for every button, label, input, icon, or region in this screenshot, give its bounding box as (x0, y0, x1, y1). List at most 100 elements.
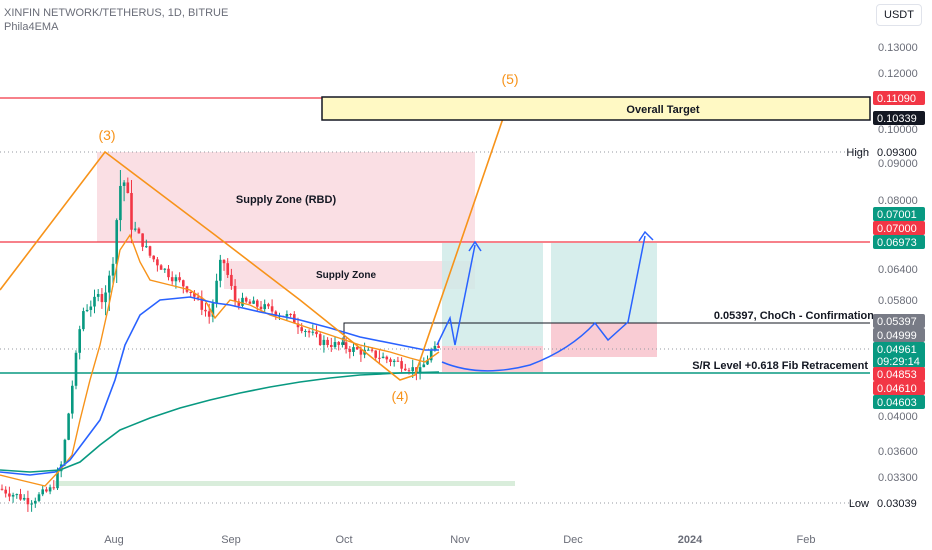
candle-body (344, 342, 348, 350)
price-badge (873, 221, 925, 235)
price-tick-label: 0.08000 (878, 195, 918, 207)
price-badge-value: 0.04999 (877, 330, 917, 342)
projection-arrow-1 (436, 244, 476, 346)
candle-body (137, 228, 141, 234)
supply-zone-label: Supply Zone (316, 270, 376, 281)
candle-body (348, 349, 352, 352)
candle-body (82, 311, 85, 330)
candle-body (433, 345, 437, 351)
candle-body (156, 259, 159, 266)
candle-body (115, 220, 118, 264)
candle-body (26, 497, 30, 505)
choch-label: 0.05397, ChoCh - Confirmation (714, 310, 874, 322)
candle-body (141, 233, 144, 247)
candle-body (337, 342, 340, 345)
candle-body (330, 345, 333, 348)
candle-body (241, 297, 244, 306)
time-tick-label: Feb (797, 534, 816, 546)
candle-body (259, 306, 263, 310)
candle-body (389, 359, 392, 362)
currency-button[interactable]: USDT (876, 4, 922, 26)
candle-body (63, 439, 67, 465)
candle-body (289, 313, 292, 315)
wave-3-label: (3) (98, 127, 115, 143)
candle-body (315, 331, 318, 335)
candle-body (85, 309, 89, 312)
candle-body (263, 304, 266, 310)
candle-body (226, 263, 229, 275)
candle-body (34, 500, 37, 504)
ema-blue-line (0, 296, 439, 476)
candle-body (100, 294, 104, 303)
price-badge-value: 0.03039 (877, 498, 917, 510)
candle-body (200, 297, 204, 310)
price-badge (873, 111, 925, 125)
price-badge (873, 395, 925, 409)
candle-body (196, 296, 200, 298)
projection-arrowhead-2 (638, 230, 654, 242)
ema-green-line (0, 371, 440, 473)
price-badge-value: 0.09300 (877, 147, 917, 159)
candle-body (89, 306, 93, 310)
supply-zone-rbd-box (97, 152, 475, 242)
candle-body (174, 277, 178, 282)
candle-body (126, 182, 130, 194)
price-badge (873, 145, 925, 159)
symbol-title: XINFIN NETWORK/TETHERUS, 1D, BITRUE (4, 7, 229, 19)
price-badge (873, 328, 925, 342)
candle-body (74, 352, 78, 386)
candle-body (267, 304, 270, 307)
price-badge-value: 0.07001 (877, 209, 917, 221)
candle-body (426, 360, 429, 365)
candle-body (67, 413, 70, 440)
candle-body (8, 493, 11, 497)
candle-body (11, 494, 15, 497)
candle-body (130, 193, 133, 230)
candle-body (211, 303, 215, 317)
price-badge (873, 367, 925, 381)
candle-body (429, 350, 433, 361)
choch-line (343, 322, 870, 345)
candle-body (19, 494, 22, 500)
candle-body (374, 350, 377, 358)
candle-body (404, 368, 407, 371)
candle-body (207, 311, 211, 317)
price-badge-countdown: 09:29:14 (877, 356, 920, 368)
price-badge (873, 381, 925, 395)
price-badge-value: 0.06973 (877, 237, 917, 249)
projection-arrow-2 (441, 235, 646, 372)
price-badge (873, 342, 925, 368)
price-tick-label: 0.13000 (878, 42, 918, 54)
wave-4-label: (4) (391, 388, 408, 404)
candle-body (56, 471, 59, 489)
candle-body (93, 296, 96, 307)
price-badge-value: 0.07000 (877, 223, 917, 235)
candle-body (71, 385, 74, 414)
price-tick-label: 0.10000 (878, 124, 918, 136)
wave-5-label: (5) (501, 71, 518, 87)
candle-body (244, 297, 248, 302)
time-tick-label: Aug (104, 534, 124, 546)
candle-body (133, 228, 137, 230)
candle-body (215, 280, 218, 304)
price-badge-value: 0.05397 (877, 316, 917, 328)
candle-body (52, 487, 56, 489)
demand-zone-box (55, 481, 515, 486)
candle-body (248, 301, 252, 304)
candle-body (392, 360, 396, 362)
candle-body (159, 265, 163, 270)
supply-zone-rbd-label: Supply Zone (RBD) (236, 194, 337, 206)
candle-body (381, 356, 385, 359)
candle-body (322, 339, 326, 345)
candle-body (326, 339, 329, 346)
candle-body (407, 370, 411, 372)
candle-body (108, 275, 111, 293)
candle-body (189, 291, 192, 293)
candle-body (219, 259, 222, 281)
candle-body (378, 357, 381, 359)
candle-body (396, 360, 400, 362)
candle-body (304, 330, 307, 332)
candle-body (178, 277, 181, 281)
price-badge-value: 0.11090 (877, 93, 916, 105)
